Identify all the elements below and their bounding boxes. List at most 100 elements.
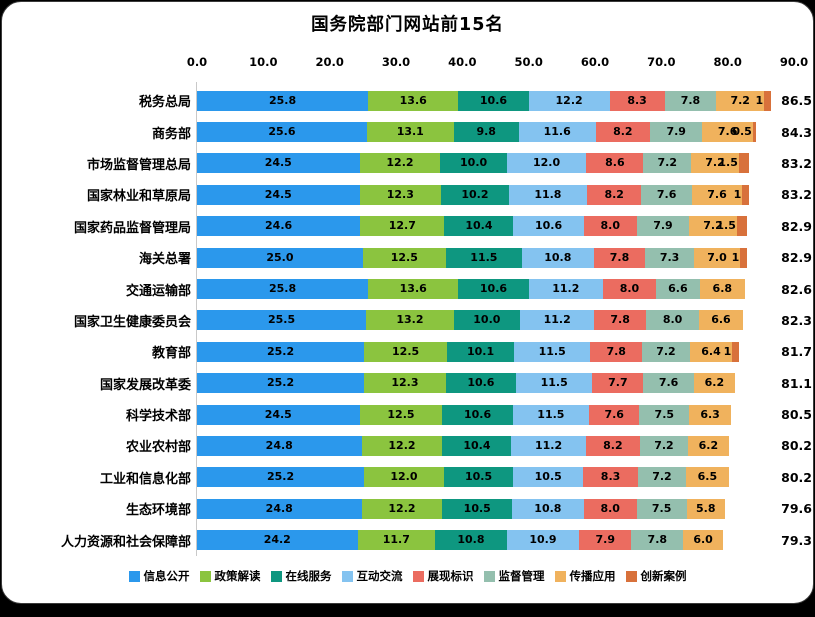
segment-value-label: 24.6 (265, 219, 293, 233)
segment-value-label: 5.8 (695, 501, 716, 515)
legend-label: 信息公开 (143, 569, 190, 583)
x-axis-tick: 10.0 (249, 55, 278, 69)
bar-segment: 25.5 (197, 310, 367, 331)
bar-segment: 8.0 (583, 216, 637, 237)
bar-segment: 10.8 (522, 247, 594, 268)
bar-segment: 1 (732, 247, 747, 268)
bar-segment: 7.6 (691, 184, 743, 205)
bar-segment: 8.0 (602, 279, 656, 300)
bar-segment: 12.3 (364, 373, 446, 394)
x-axis-tick: 50.0 (514, 55, 543, 69)
legend-label: 传播应用 (569, 569, 616, 583)
bar-segment: 25.2 (197, 341, 365, 362)
x-axis-tick: 40.0 (448, 55, 477, 69)
segment-value-label: 10.5 (534, 470, 562, 484)
bar-segment: 11.7 (357, 530, 436, 551)
bar-segment: 8.0 (646, 310, 700, 331)
row-total-label: 83.2 (781, 187, 812, 203)
row-total-label: 84.3 (781, 124, 812, 140)
category-label: 生态环境部 (125, 503, 191, 519)
bar-segment: 10.8 (512, 498, 584, 519)
bar-segment: 7.5 (636, 498, 687, 519)
segment-value-label: 0.5 (732, 125, 752, 139)
row-total-label: 83.2 (781, 155, 812, 171)
bar-segment: 12.0 (506, 153, 587, 174)
segment-value-label: 13.6 (399, 93, 427, 107)
segment-value-label: 7.6 (604, 407, 624, 421)
bar-segment: 13.1 (366, 122, 454, 143)
bar-segment: 11.5 (445, 247, 523, 268)
bar-segment: 12.2 (361, 435, 443, 456)
bar-segment: 8.2 (585, 435, 641, 456)
bar-segment: 11.8 (508, 184, 588, 205)
bar-segment: 7.6 (702, 122, 753, 143)
segment-value-label: 7.9 (653, 219, 673, 233)
segment-value-label: 7.6 (717, 125, 738, 139)
category-label: 国家林业和草原局 (86, 189, 191, 205)
bar-row: 科学技术部 24.5 12.5 10.6 11.5 7.6 7.5 6.3 80.5 (2, 399, 813, 430)
bar-segment: 6.4 (689, 341, 733, 362)
bar-row: 海关总署 25.0 12.5 11.5 10.8 7.8 7.3 7.0 1 82.9 (2, 242, 813, 273)
bar-segment: 24.2 (197, 530, 358, 551)
segment-value-label: 11.2 (534, 438, 563, 452)
bar-segment: 7.6 (641, 184, 692, 205)
stacked-bar: 25.2 12.5 10.1 11.5 7.8 7.2 6.4 1 (197, 341, 739, 362)
bar-segment: 10.2 (441, 184, 509, 205)
segment-value-label: 24.5 (264, 407, 292, 421)
segment-value-label: 12.3 (386, 187, 414, 201)
x-axis-tick: 30.0 (381, 55, 411, 69)
category-label: 农业农村部 (125, 440, 191, 456)
bar-segment: 11.6 (518, 122, 596, 143)
segment-value-label: 7.8 (610, 313, 630, 327)
segment-value-label: 1.5 (718, 156, 738, 170)
segment-value-label: 8.3 (627, 93, 647, 107)
bar-segment: 12.0 (364, 467, 444, 488)
row-total-label: 80.2 (781, 438, 812, 454)
segment-value-label: 10.6 (464, 407, 492, 421)
segment-value-label: 10.8 (457, 533, 485, 547)
bar-row: 人力资源和社会保障部 24.2 11.7 10.8 10.9 7.9 7.8 6.0 79.3 (2, 524, 813, 555)
bar-row: 工业和信息化部 25.2 12.0 10.5 10.5 8.3 7.2 6.5 80.2 (2, 462, 813, 493)
stacked-bar: 25.8 13.6 10.6 11.2 8.0 6.6 6.8 (197, 279, 745, 300)
bar-segment: 10.6 (513, 216, 584, 237)
segment-value-label: 25.2 (267, 344, 295, 358)
segment-value-label: 13.6 (399, 282, 427, 296)
x-axis-tick: 60.0 (580, 55, 610, 69)
row-total-label: 80.5 (781, 407, 812, 423)
segment-value-label: 7.6 (656, 187, 677, 201)
row-total-label: 82.9 (781, 250, 812, 266)
bar-segment: 7.0 (693, 247, 741, 268)
bar-segment: 12.2 (528, 90, 610, 111)
segment-value-label: 8.2 (603, 438, 623, 452)
x-axis-tick: 70.0 (647, 55, 676, 69)
bar-row: 国家林业和草原局 24.5 12.3 10.2 11.8 8.2 7.6 7.6 1 83.2 (2, 179, 813, 210)
legend-item: 创新案例 (625, 568, 687, 584)
stacked-bar: 25.6 13.1 9.8 11.6 8.2 7.9 7.6 0.5 (197, 122, 757, 143)
legend-label: 监督管理 (498, 569, 545, 583)
segment-value-label: 9.8 (476, 125, 496, 139)
bar-segment: 7.5 (639, 404, 690, 425)
segment-value-label: 11.2 (543, 313, 571, 327)
bar-row: 交通运输部 25.8 13.6 10.6 11.2 8.0 6.6 6.8 82.6 (2, 273, 813, 304)
bar-segment: 24.6 (197, 216, 361, 237)
category-label: 市场监督管理总局 (86, 157, 191, 173)
segment-value-label: 8.3 (600, 470, 621, 484)
segment-value-label: 10.4 (463, 438, 491, 452)
bar-segment: 10.4 (442, 435, 512, 456)
segment-value-label: 11.5 (540, 376, 568, 390)
segment-value-label: 6.3 (700, 407, 720, 421)
stacked-bar: 24.5 12.3 10.2 11.8 8.2 7.6 7.6 1 (197, 184, 749, 205)
bar-segment: 7.7 (592, 373, 644, 394)
x-axis-tick: 80.0 (713, 55, 742, 69)
legend-label: 创新案例 (640, 569, 687, 583)
bar-segment: 6.0 (683, 530, 723, 551)
segment-value-label: 1.5 (716, 219, 736, 233)
legend-item: 监督管理 (483, 568, 545, 584)
stacked-bar: 24.2 11.7 10.8 10.9 7.9 7.8 6.0 (197, 530, 723, 551)
segment-value-label: 8.0 (662, 313, 683, 327)
segment-value-label: 24.5 (264, 187, 292, 201)
segment-value-label: 7.6 (658, 376, 679, 390)
x-axis-tick: 20.0 (315, 55, 344, 69)
bar-segment: 10.6 (458, 90, 529, 111)
segment-value-label: 12.2 (388, 501, 416, 515)
